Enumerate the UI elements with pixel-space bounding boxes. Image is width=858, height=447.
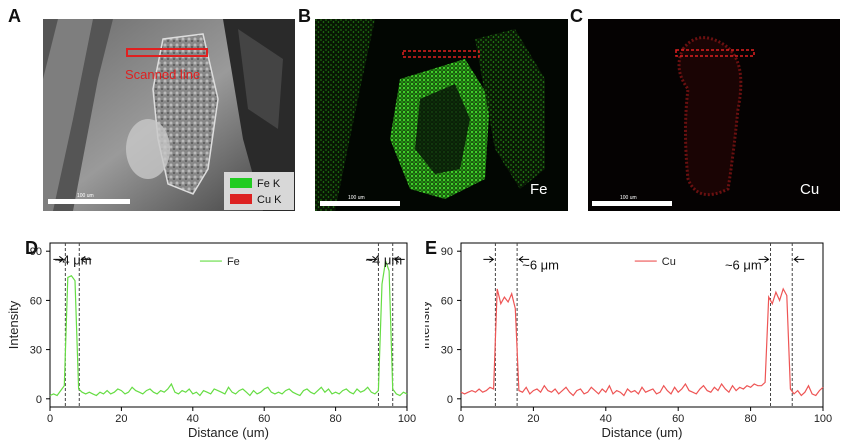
y-tick-label: 0 bbox=[447, 394, 453, 406]
width-annotation: ~6 μm bbox=[522, 257, 559, 272]
series-line-cu bbox=[460, 287, 824, 397]
scale-label-b: 100 um bbox=[348, 195, 365, 201]
chart-e: 0 20 40 60 80 100 0 30 60 90 Distance (um) Intensit… bbox=[425, 242, 832, 440]
scale-bar-b bbox=[320, 201, 400, 206]
arrow-marker bbox=[758, 256, 770, 263]
arrow-marker bbox=[366, 256, 378, 263]
legend-label-fe: Fe K bbox=[257, 178, 281, 190]
scale-bar-c bbox=[592, 201, 672, 206]
panel-label-d: D bbox=[25, 238, 38, 258]
x-tick-label: 100 bbox=[398, 413, 416, 425]
x-tick-label: 40 bbox=[187, 413, 199, 425]
scanned-line-label: Scanned line bbox=[125, 67, 200, 82]
width-annotation: ~4 μm bbox=[365, 252, 402, 267]
arrow-marker bbox=[80, 256, 92, 263]
x-axis-label: Distance (um) bbox=[602, 425, 683, 440]
x-tick-label: 80 bbox=[329, 413, 341, 425]
scale-label-a: 100 um bbox=[77, 193, 94, 199]
legend-swatch-cu bbox=[230, 194, 252, 204]
x-tick-label: 60 bbox=[258, 413, 270, 425]
chart-d: 0 20 40 60 80 100 0 30 60 90 Distance (um) Intensit… bbox=[6, 242, 416, 440]
sem-image: Scanned line 100 um Fe K Cu K bbox=[43, 19, 295, 211]
scan-line-b bbox=[402, 50, 480, 58]
width-annotation: ~6 μm bbox=[725, 257, 762, 272]
legend-label: Cu bbox=[662, 256, 676, 268]
y-tick-label: 60 bbox=[441, 295, 453, 307]
y-tick-label: 30 bbox=[441, 345, 453, 357]
y-axis-label: Intensity bbox=[6, 300, 21, 349]
arrow-marker bbox=[793, 256, 805, 263]
panel-label-a: A bbox=[8, 6, 21, 26]
y-tick-label: 90 bbox=[30, 246, 42, 258]
element-label-cu: Cu bbox=[800, 181, 819, 198]
arrow-marker bbox=[393, 256, 405, 263]
plot-frame bbox=[460, 242, 824, 408]
x-tick-label: 40 bbox=[600, 413, 612, 425]
scanned-line-marker bbox=[126, 48, 208, 57]
panel-label-b: B bbox=[298, 6, 311, 26]
x-axis-label: Distance (um) bbox=[188, 425, 269, 440]
x-tick-label: 20 bbox=[115, 413, 127, 425]
element-label-fe: Fe bbox=[530, 181, 548, 198]
x-tick-label: 0 bbox=[47, 413, 53, 425]
x-tick-label: 80 bbox=[744, 413, 756, 425]
sem-micrograph: Scanned line 100 um Fe K Cu K bbox=[43, 19, 295, 211]
panel-label-e: E bbox=[425, 238, 438, 258]
cu-map-graphic: 100 um Cu bbox=[588, 19, 840, 211]
arrow-marker bbox=[518, 256, 530, 263]
x-tick-label: 100 bbox=[814, 413, 832, 425]
series-line-fe bbox=[49, 260, 408, 397]
x-tick-label: 20 bbox=[527, 413, 539, 425]
x-tick-label: 60 bbox=[672, 413, 684, 425]
arrow-marker bbox=[53, 256, 65, 263]
scan-line-c bbox=[675, 49, 755, 57]
scale-label-c: 100 um bbox=[620, 195, 637, 201]
legend-label: Fe bbox=[227, 256, 240, 268]
cu-map: 100 um Cu bbox=[588, 19, 840, 211]
y-axis-label: Intensity bbox=[425, 300, 432, 349]
width-annotation: ~4 μm bbox=[55, 252, 92, 267]
y-tick-label: 30 bbox=[30, 345, 42, 357]
y-tick-label: 60 bbox=[30, 295, 42, 307]
x-tick-label: 0 bbox=[458, 413, 464, 425]
legend-swatch-fe bbox=[230, 178, 252, 188]
y-tick-label: 0 bbox=[36, 394, 42, 406]
fe-map-graphic: 100 um Fe bbox=[315, 19, 568, 211]
y-tick-label: 90 bbox=[441, 246, 453, 258]
plot-frame bbox=[49, 242, 408, 408]
panel-label-c: C bbox=[570, 6, 583, 26]
scale-bar-a bbox=[48, 199, 130, 204]
legend-label-cu: Cu K bbox=[257, 194, 282, 206]
arrow-marker bbox=[483, 256, 495, 263]
fe-map: 100 um Fe bbox=[315, 19, 568, 211]
